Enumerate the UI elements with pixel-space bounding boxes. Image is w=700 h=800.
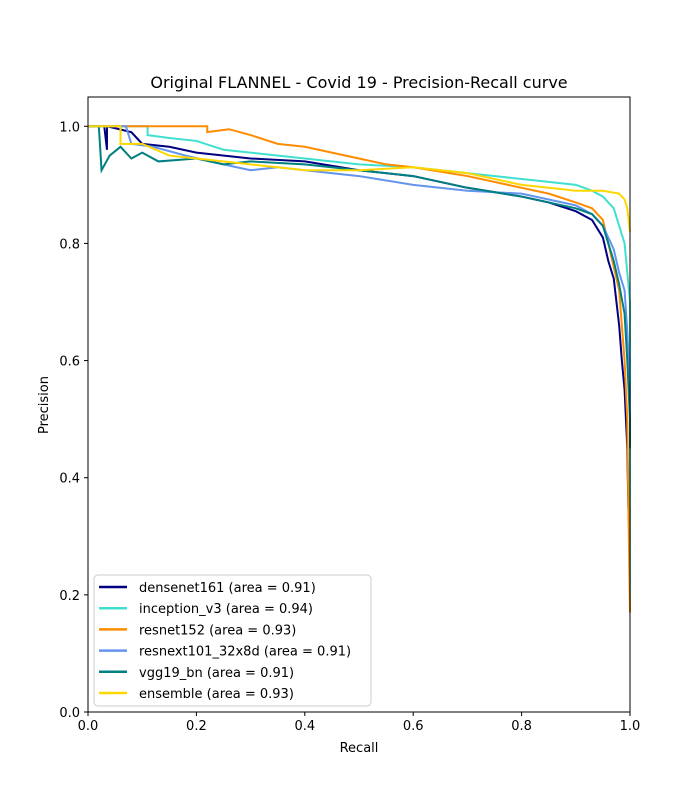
legend-box — [93, 574, 372, 707]
chart-title: Original FLANNEL - Covid 19 - Precision-… — [150, 73, 567, 92]
legend-label: densenet161 (area = 0.91) — [139, 581, 316, 596]
y-tick-label: 0.2 — [59, 589, 80, 604]
legend-label: inception_v3 (area = 0.94) — [139, 602, 313, 617]
plot-border — [87, 96, 631, 713]
legend: densenet161 (area = 0.91) inception_v3 (a… — [93, 574, 372, 707]
series-line-5 — [88, 125, 631, 232]
x-tick-label: 0.6 — [403, 719, 424, 734]
x-axis-label: Recall — [340, 741, 379, 756]
legend-entries: densenet161 (area = 0.91) inception_v3 (a… — [99, 581, 351, 702]
x-tick-label: 1.0 — [620, 719, 641, 734]
y-tick-label: 1.0 — [59, 120, 80, 135]
legend-label: ensemble (area = 0.93) — [139, 687, 294, 702]
y-tick-label: 0.8 — [59, 237, 80, 252]
x-tick-label: 0.8 — [511, 719, 532, 734]
x-tick-label: 0.0 — [78, 719, 99, 734]
series-line-1 — [88, 125, 631, 613]
legend-label: resnet152 (area = 0.93) — [139, 623, 296, 638]
legend-label: resnext101_32x8d (area = 0.91) — [139, 645, 351, 660]
series-line-4 — [88, 125, 631, 449]
curves — [88, 125, 631, 613]
x-axis: 0.0 0.2 0.4 0.6 0.8 1.0 — [78, 712, 641, 734]
series-line-3 — [88, 125, 631, 449]
x-tick-label: 0.4 — [294, 719, 315, 734]
x-tick-label: 0.2 — [186, 719, 207, 734]
y-tick-label: 0.4 — [59, 472, 80, 487]
y-tick-label: 0.6 — [59, 355, 80, 370]
y-axis: 0.0 0.2 0.4 0.6 0.8 1.0 — [59, 120, 88, 721]
y-axis-label: Precision — [37, 376, 52, 434]
series-line-2 — [88, 125, 631, 613]
legend-label: vgg19_bn (area = 0.91) — [139, 666, 294, 681]
y-tick-label: 0.0 — [59, 706, 80, 721]
